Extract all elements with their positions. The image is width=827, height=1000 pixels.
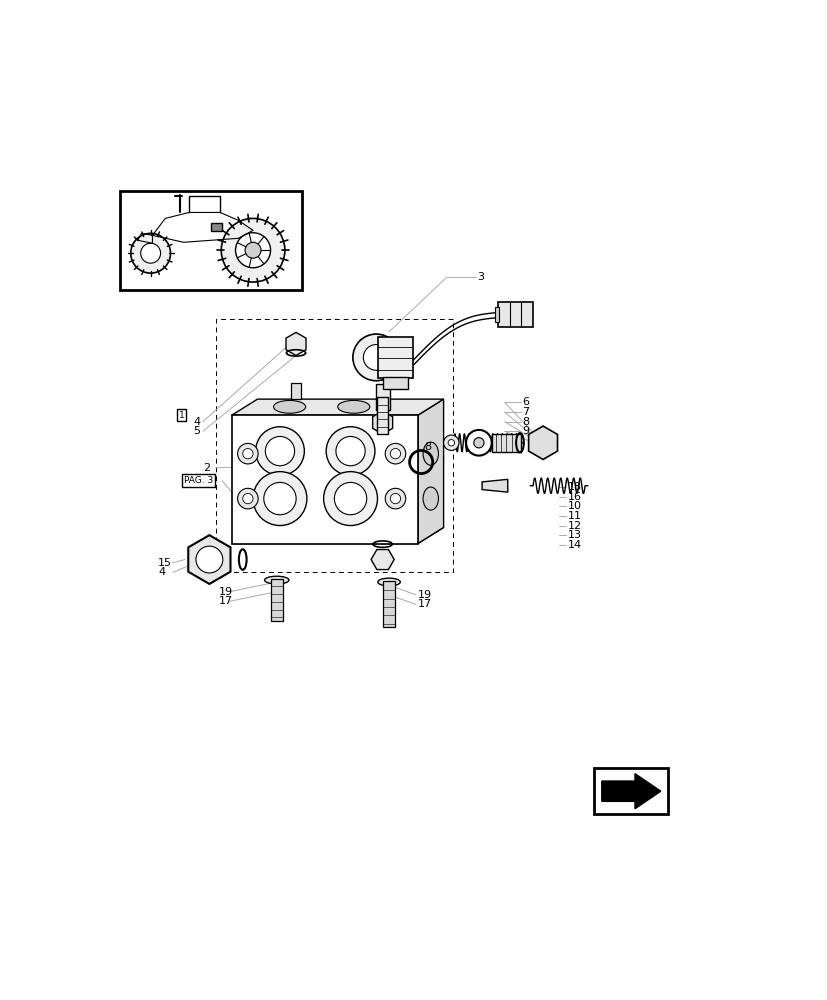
Bar	[376, 397, 388, 434]
Circle shape	[390, 449, 400, 459]
Ellipse shape	[336, 436, 365, 466]
Text: 2: 2	[203, 463, 210, 473]
Bar	[383, 377, 407, 389]
Text: 8: 8	[424, 442, 431, 452]
Bar	[270, 579, 282, 621]
Circle shape	[237, 488, 258, 509]
Circle shape	[390, 493, 400, 504]
Text: 9: 9	[521, 426, 528, 436]
Bar	[375, 384, 390, 410]
Text: 4: 4	[158, 567, 165, 577]
Ellipse shape	[253, 472, 307, 526]
Polygon shape	[188, 535, 230, 584]
Ellipse shape	[323, 472, 377, 526]
Circle shape	[141, 243, 160, 263]
Bar	[498, 302, 533, 327]
Text: 7: 7	[521, 407, 528, 417]
Polygon shape	[370, 550, 394, 570]
Circle shape	[245, 242, 261, 258]
Polygon shape	[285, 332, 306, 355]
Circle shape	[363, 345, 389, 370]
Bar	[119, 191, 302, 290]
Polygon shape	[372, 411, 392, 434]
Ellipse shape	[423, 442, 438, 465]
Text: 17: 17	[418, 599, 432, 609]
Bar	[383, 581, 394, 627]
Circle shape	[352, 334, 399, 381]
Polygon shape	[418, 399, 443, 544]
Circle shape	[466, 430, 491, 456]
Ellipse shape	[265, 436, 294, 466]
Text: 10: 10	[566, 501, 581, 511]
Bar	[378, 337, 413, 378]
Text: 19: 19	[218, 587, 233, 597]
Ellipse shape	[264, 482, 296, 515]
Text: 17: 17	[218, 596, 233, 606]
Text: 16: 16	[566, 492, 581, 502]
Text: 19: 19	[418, 590, 432, 600]
Text: PAG. 3: PAG. 3	[184, 476, 213, 485]
Text: 8: 8	[521, 417, 528, 427]
Polygon shape	[481, 479, 507, 492]
Circle shape	[447, 440, 454, 446]
Text: 4: 4	[193, 417, 200, 427]
Circle shape	[131, 233, 170, 273]
Circle shape	[385, 443, 405, 464]
Circle shape	[385, 488, 405, 509]
Text: 1: 1	[179, 411, 184, 420]
Ellipse shape	[377, 578, 399, 586]
Text: 18: 18	[566, 482, 581, 492]
Ellipse shape	[256, 427, 304, 475]
Circle shape	[196, 546, 222, 573]
Ellipse shape	[423, 487, 438, 510]
Circle shape	[443, 435, 458, 450]
Ellipse shape	[265, 576, 289, 584]
Polygon shape	[528, 426, 557, 459]
Polygon shape	[232, 415, 418, 544]
Bar	[211, 223, 222, 231]
Ellipse shape	[337, 400, 370, 413]
Bar	[495, 307, 498, 322]
Text: 5: 5	[193, 426, 200, 436]
Polygon shape	[232, 527, 443, 544]
Bar	[491, 434, 520, 452]
Text: 6: 6	[521, 397, 528, 407]
Circle shape	[242, 493, 253, 504]
Text: 13: 13	[566, 530, 581, 540]
Text: 14: 14	[566, 540, 581, 550]
Polygon shape	[601, 774, 660, 809]
Circle shape	[473, 438, 484, 448]
Ellipse shape	[334, 482, 366, 515]
Text: 12: 12	[566, 521, 581, 531]
Bar	[290, 383, 301, 399]
Text: 3: 3	[476, 272, 484, 282]
Circle shape	[242, 449, 253, 459]
Ellipse shape	[326, 427, 375, 475]
Ellipse shape	[273, 400, 305, 413]
Circle shape	[237, 443, 258, 464]
Text: 15: 15	[158, 558, 172, 568]
Polygon shape	[232, 399, 443, 415]
Circle shape	[221, 218, 284, 282]
Bar	[594, 768, 667, 814]
Text: 11: 11	[566, 511, 581, 521]
Circle shape	[235, 233, 270, 268]
